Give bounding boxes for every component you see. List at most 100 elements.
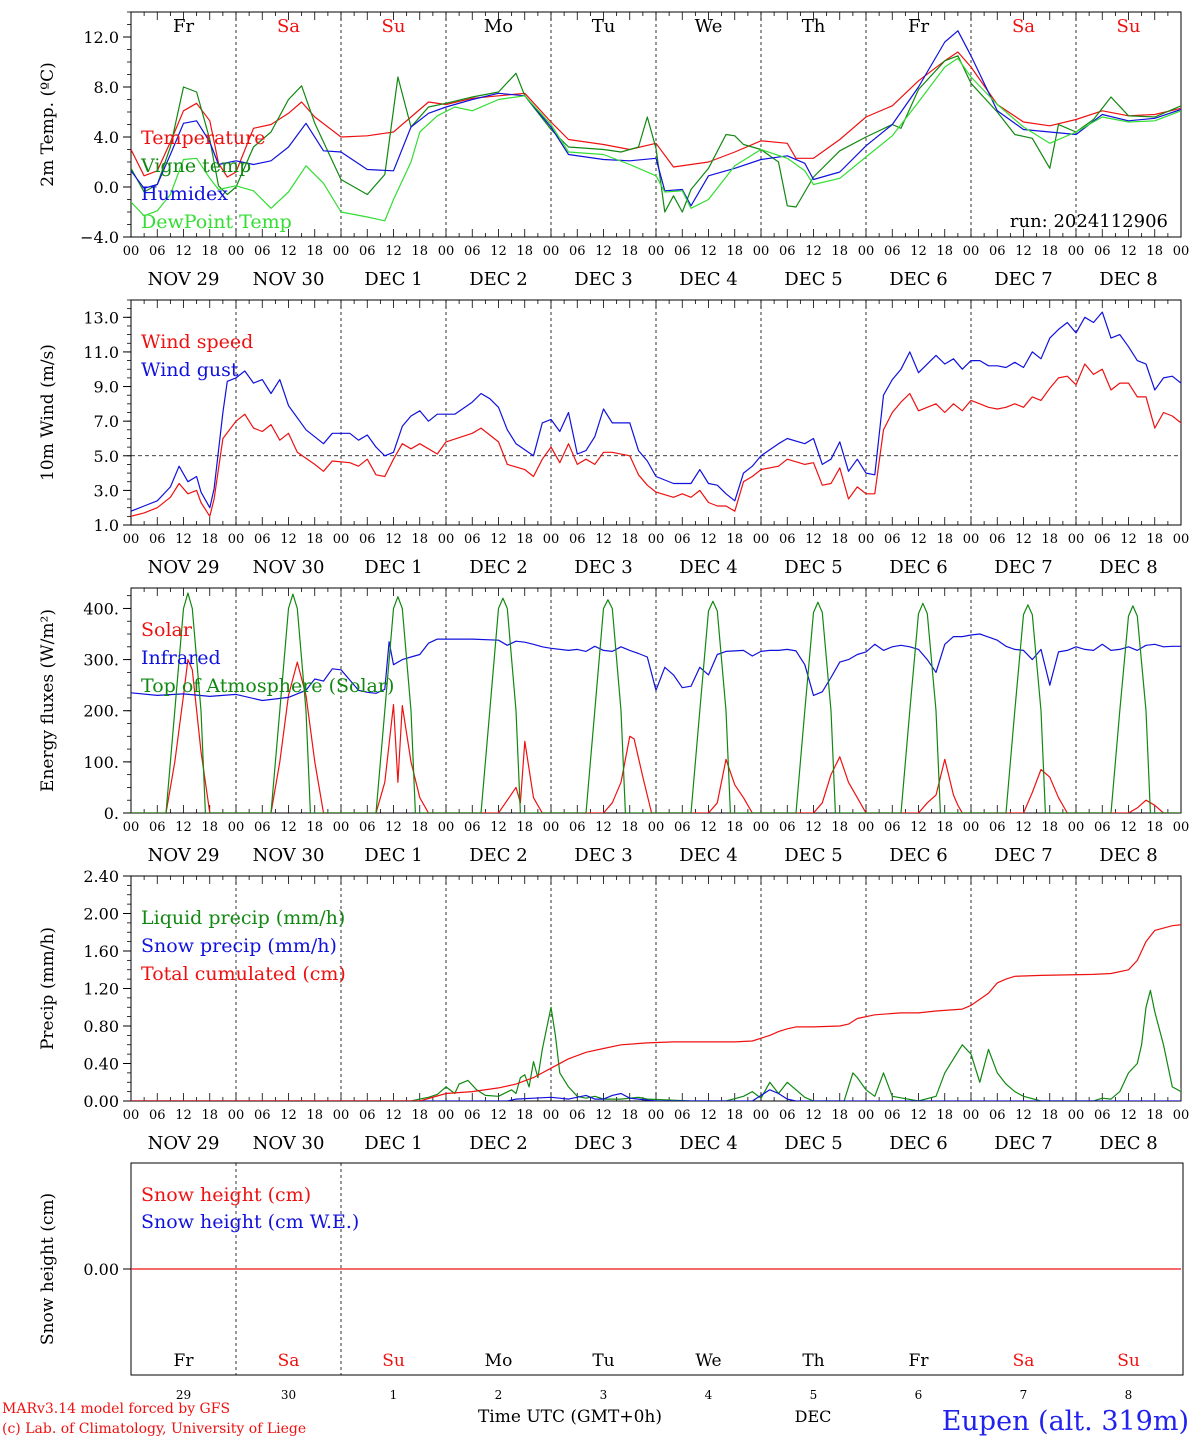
- x-hour-label: 00: [1068, 1108, 1085, 1123]
- x-hour-label: 00: [1173, 820, 1190, 835]
- x-hour-label: 18: [936, 1108, 953, 1123]
- x-hour-label: 18: [201, 820, 218, 835]
- x-hour-label: 06: [149, 820, 166, 835]
- x-hour-label: 12: [910, 1108, 927, 1123]
- series-line-solar: [131, 659, 1181, 813]
- weekday-label: Sa: [1013, 1351, 1035, 1371]
- x-hour-label: 18: [306, 532, 323, 547]
- x-hour-label: 18: [621, 820, 638, 835]
- y-tick-label: 400.: [83, 599, 119, 618]
- x-hour-label: 12: [1015, 820, 1032, 835]
- panel-1: −4.0 0.0 4.0 8.0 12.0 2m Temp. (ºC) 00 06 12 18 NO…: [38, 11, 1189, 290]
- x-date-label: DEC 3: [574, 269, 633, 290]
- x-hour-label: 00: [1068, 532, 1085, 547]
- x-date-label: DEC 7: [994, 845, 1053, 866]
- x-hour-label: 18: [1041, 820, 1058, 835]
- plot-frame: [130, 299, 1182, 526]
- weekday-label: Sa: [278, 1351, 300, 1371]
- y-tick-label: 12.0: [83, 28, 119, 47]
- x-hour-label: 18: [306, 244, 323, 259]
- x-hour-label: 18: [831, 820, 848, 835]
- x-hour-label: 18: [621, 532, 638, 547]
- x-hour-label: 18: [1146, 244, 1163, 259]
- x-hour-label: 06: [779, 244, 796, 259]
- x-hour-label: 18: [411, 532, 428, 547]
- x-date-label: DEC 1: [364, 1133, 423, 1154]
- x-hour-label: 12: [1015, 244, 1032, 259]
- x-hour-label: 12: [1120, 532, 1137, 547]
- x-date-label: DEC 2: [469, 1133, 528, 1154]
- x-hour-label: 12: [490, 1108, 507, 1123]
- series-line-vigne-temp: [131, 55, 1181, 213]
- x-hour-label: 12: [595, 532, 612, 547]
- x-hour-label: 12: [910, 820, 927, 835]
- series-group: [131, 592, 1181, 813]
- x-date-label: NOV 30: [253, 845, 325, 866]
- x-hour-label: 00: [438, 1108, 455, 1123]
- x-hour-label: 12: [490, 820, 507, 835]
- x-hour-label: 06: [884, 244, 901, 259]
- x-hour-label: 06: [149, 244, 166, 259]
- x-hour-label: 18: [306, 1108, 323, 1123]
- y-tick-label: 5.0: [94, 447, 119, 466]
- time-axis-label: Time UTC (GMT+0h): [478, 1407, 662, 1427]
- x-hour-label: 06: [359, 820, 376, 835]
- x-hour-label: 12: [805, 1108, 822, 1123]
- weekday-label: Fr: [908, 16, 929, 37]
- x-date-label: DEC 7: [994, 269, 1053, 290]
- legend-entry: Wind gust: [141, 359, 239, 381]
- x-hour-label: 00: [753, 532, 770, 547]
- x-hour-label: 00: [1068, 244, 1085, 259]
- panel-5: 0.00 Snow height (cm) Fr 29 Sa 30 Su 1 Mo 2 Tu 3 We 4…: [38, 1162, 1184, 1402]
- x-date-label: DEC 8: [1099, 1133, 1158, 1154]
- x-hour-label: 12: [175, 820, 192, 835]
- x-date-label: DEC 2: [469, 557, 528, 578]
- x-hour-label: 12: [280, 1108, 297, 1123]
- x-date-label: DEC 5: [784, 269, 843, 290]
- day-number-label: 2: [495, 1388, 503, 1402]
- y-tick-label: 100.: [83, 753, 119, 772]
- x-hour-label: 12: [595, 820, 612, 835]
- y-tick-label: 0.00: [83, 1260, 119, 1279]
- y-axis-label: Snow height (cm): [38, 1193, 58, 1345]
- x-hour-label: 12: [175, 532, 192, 547]
- y-tick-label: −4.0: [80, 228, 119, 247]
- station-name: Eupen (alt. 319m): [942, 1406, 1189, 1437]
- x-hour-label: 18: [1146, 1108, 1163, 1123]
- x-hour-label: 06: [464, 1108, 481, 1123]
- weekday-label: Fr: [174, 1351, 195, 1371]
- y-tick-label: 13.0: [83, 308, 119, 327]
- x-hour-label: 00: [648, 1108, 665, 1123]
- x-hour-label: 12: [700, 532, 717, 547]
- x-hour-label: 12: [490, 244, 507, 259]
- x-hour-label: 18: [936, 244, 953, 259]
- y-tick-label: 2.40: [83, 867, 119, 886]
- legend-entry: Temperature: [141, 127, 265, 149]
- month-label: DEC: [795, 1407, 832, 1426]
- y-tick-label: 0.40: [83, 1055, 119, 1074]
- x-hour-label: 12: [1015, 532, 1032, 547]
- y-axis-label: Energy fluxes (W/m²): [38, 609, 58, 792]
- legend-entry: Snow height (cm): [141, 1184, 311, 1206]
- x-date-label: DEC 5: [784, 845, 843, 866]
- legend-entry: Total cumulated (cm): [141, 963, 346, 985]
- x-hour-label: 18: [1041, 1108, 1058, 1123]
- x-date-label: DEC 8: [1099, 269, 1158, 290]
- x-hour-label: 00: [438, 820, 455, 835]
- x-date-label: NOV 30: [253, 557, 325, 578]
- plot-frame: [130, 587, 1182, 814]
- series-line-humidex: [131, 30, 1181, 207]
- x-date-label: DEC 4: [679, 1133, 738, 1154]
- x-hour-label: 18: [516, 1108, 533, 1123]
- x-hour-label: 06: [989, 532, 1006, 547]
- x-hour-label: 18: [411, 244, 428, 259]
- model-credit: MARv3.14 model forced by GFS: [2, 1401, 230, 1417]
- y-tick-label: 300.: [83, 651, 119, 670]
- x-hour-label: 06: [1094, 820, 1111, 835]
- x-hour-label: 18: [1041, 244, 1058, 259]
- x-hour-label: 18: [201, 244, 218, 259]
- series-group: [131, 311, 1181, 517]
- x-hour-label: 12: [490, 532, 507, 547]
- x-date-label: DEC 1: [364, 845, 423, 866]
